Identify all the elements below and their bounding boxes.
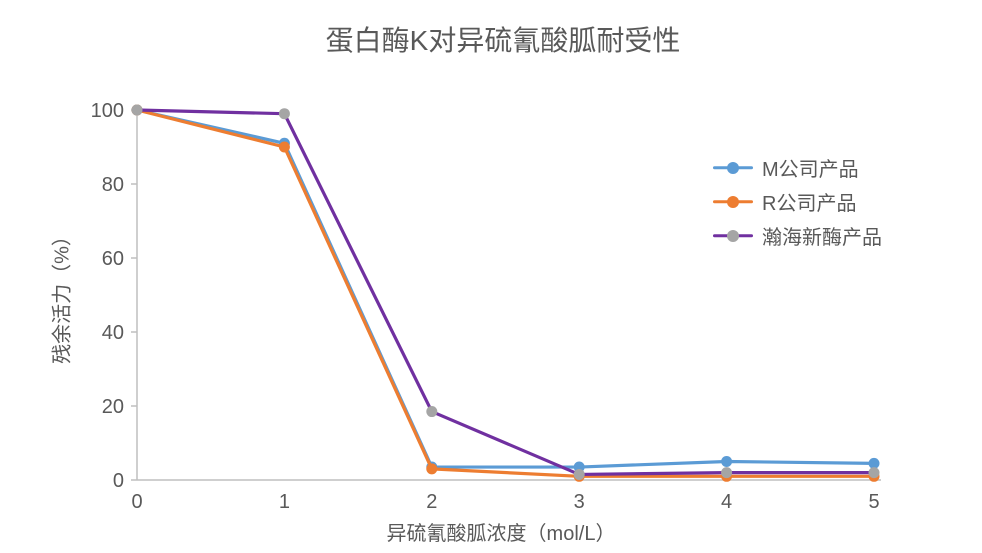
y-tick-label: 60 <box>102 248 124 270</box>
legend-label: M公司产品 <box>762 159 859 181</box>
x-tick-label: 4 <box>721 491 732 513</box>
chart-title: 蛋白酶K对异硫氰酸胍耐受性 <box>325 25 681 56</box>
data-point-marker-s3-x2 <box>426 406 438 418</box>
x-tick-label: 2 <box>426 491 437 513</box>
legend-line-marker-icon <box>713 195 753 209</box>
y-tick-label: 80 <box>102 174 124 196</box>
series-line-3 <box>135 108 876 477</box>
y-tick-label: 40 <box>102 322 124 344</box>
y-tick-label: 0 <box>113 470 124 492</box>
legend-item-series-3: 瀚海新酶产品 <box>713 224 882 249</box>
x-axis-title: 异硫氰酸胍浓度（mol/L） <box>386 523 616 545</box>
legend-item-series-1: M公司产品 <box>713 156 882 181</box>
data-point-marker-s3-x1 <box>278 108 290 120</box>
legend-line-marker-icon <box>713 161 753 175</box>
data-point-marker-s3-x4 <box>721 467 733 479</box>
data-point-marker-s1-x4 <box>721 456 733 467</box>
legend-label: R公司产品 <box>762 193 857 215</box>
x-tick-label: 0 <box>131 491 142 513</box>
data-point-marker-s2-x1 <box>278 141 290 153</box>
legend: M公司产品 R公司产品 瀚海新酶产品 <box>713 156 882 249</box>
legend-line-marker-icon <box>713 229 753 243</box>
legend-label: 瀚海新酶产品 <box>762 227 882 249</box>
data-point-marker-s3-x0 <box>131 104 143 116</box>
data-point-marker-s2-x2 <box>426 463 438 475</box>
legend-item-series-2: R公司产品 <box>713 190 882 215</box>
y-tick-label: 20 <box>102 396 124 418</box>
data-point-marker-s3-x5 <box>868 467 880 479</box>
data-point-marker-s1-x5 <box>868 457 880 469</box>
x-tick-label: 3 <box>574 491 585 513</box>
series-line-2 <box>135 108 876 478</box>
series-line-1 <box>135 108 876 469</box>
data-point-marker-s3-x3 <box>573 468 585 480</box>
y-tick-label: 100 <box>91 100 124 122</box>
x-tick-label: 1 <box>279 491 290 513</box>
x-tick-label: 5 <box>868 491 879 513</box>
